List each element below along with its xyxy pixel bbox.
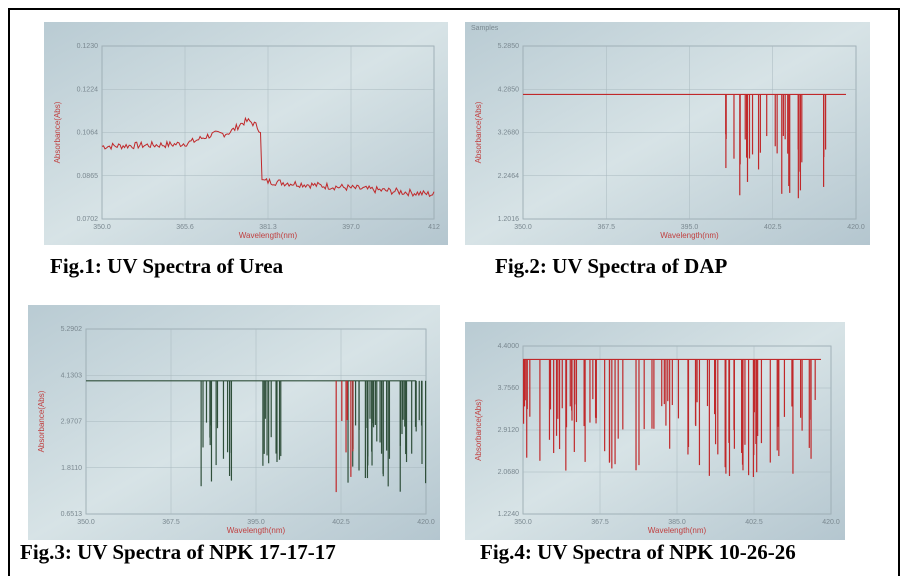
y-tick-label: 1.2240 [498,511,520,518]
y-tick-label: 1.2016 [498,216,520,223]
x-tick-label: 367.5 [591,519,609,526]
x-axis-label: Wavelength(nm) [239,231,298,240]
y-tick-label: 2.9707 [61,419,83,426]
y-tick-label: 0.0865 [77,173,99,180]
y-tick-label: 5.2902 [61,326,83,333]
y-tick-label: 3.2680 [498,130,520,137]
y-tick-label: 4.4000 [498,343,520,350]
x-tick-label: 381.3 [259,224,277,231]
x-tick-label: 395.0 [247,519,265,526]
spectrum-photo: Samples 5.2850 4.2850 3.2680 2.2464 1.2016350… [465,22,870,245]
screen [465,322,845,540]
y-axis-label: Absorbance(Abs) [37,390,46,452]
y-tick-label: 0.0702 [77,216,99,223]
y-axis-label: Absorbance(Abs) [53,101,62,163]
x-tick-label: 420.0 [847,224,865,231]
x-tick-label: 412 [428,224,440,231]
x-tick-label: 402.5 [745,519,763,526]
x-tick-label: 365.6 [176,224,194,231]
y-tick-label: 0.6513 [61,511,83,518]
screen [44,22,448,245]
figure-caption: Fig.2: UV Spectra of DAP [495,254,727,278]
x-tick-label: 420.0 [417,519,435,526]
y-axis-label: Absorbance(Abs) [474,101,483,163]
figure-caption: Fig.3: UV Spectra of NPK 17-17-17 [20,540,336,564]
x-axis-label: Wavelength(nm) [227,526,286,535]
screen [465,22,870,245]
x-tick-label: 350.0 [514,519,532,526]
x-tick-label: 397.0 [342,224,360,231]
x-tick-label: 420.0 [822,519,840,526]
x-tick-label: 402.5 [332,519,350,526]
y-tick-label: 2.0680 [498,469,520,476]
x-tick-label: 367.5 [162,519,180,526]
y-tick-label: 1.8110 [61,465,82,472]
x-axis-label: Wavelength(nm) [660,231,719,240]
x-tick-label: 350.0 [93,224,111,231]
x-tick-label: 350.0 [77,519,95,526]
y-tick-label: 2.9120 [498,427,520,434]
y-tick-label: 4.2850 [498,86,520,93]
x-axis-label: Wavelength(nm) [648,526,707,535]
x-tick-label: 385.0 [668,519,686,526]
screen [28,305,440,540]
figure-caption: Fig.4: UV Spectra of NPK 10-26-26 [480,540,796,564]
x-tick-label: 395.0 [681,224,699,231]
y-tick-label: 4.1303 [61,372,83,379]
y-tick-label: 0.1230 [77,43,99,50]
y-tick-label: 2.2464 [498,173,520,180]
y-tick-label: 0.1224 [77,86,99,93]
x-tick-label: 367.5 [597,224,615,231]
header: Samples [471,25,499,32]
figure-caption: Fig.1: UV Spectra of Urea [50,254,284,278]
y-tick-label: 5.2850 [498,43,520,50]
spectrum-line [101,116,435,198]
x-tick-label: 350.0 [514,224,532,231]
y-tick-label: 0.1064 [77,130,99,137]
y-tick-label: 3.7560 [498,385,520,392]
y-axis-label: Absorbance(Abs) [474,399,483,461]
x-tick-label: 402.5 [764,224,782,231]
